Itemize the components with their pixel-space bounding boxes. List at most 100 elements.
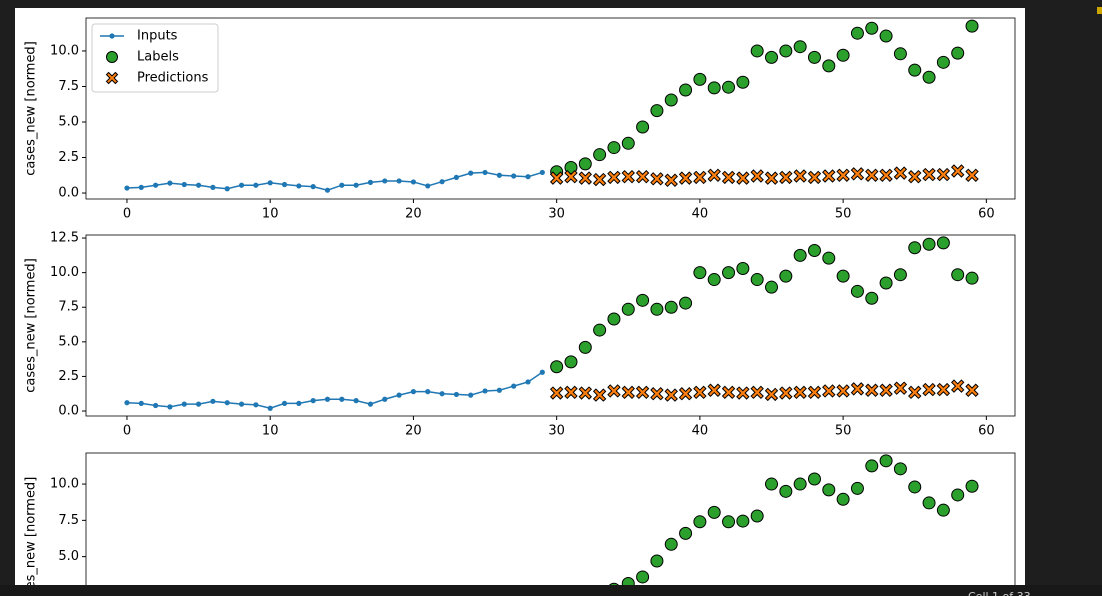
label-point xyxy=(836,492,850,506)
label-point xyxy=(736,514,750,528)
label-point xyxy=(779,269,793,283)
input-point xyxy=(267,405,273,411)
prediction-point xyxy=(850,382,865,396)
input-point xyxy=(138,400,144,407)
input-point xyxy=(525,379,531,385)
label-point xyxy=(879,276,893,290)
prediction-point xyxy=(721,170,736,185)
prediction-point xyxy=(564,169,578,184)
input-point xyxy=(281,400,288,407)
label-point xyxy=(850,26,864,40)
input-point xyxy=(238,182,245,188)
label-point xyxy=(578,157,592,171)
label-point xyxy=(765,477,779,491)
input-point xyxy=(296,400,302,407)
prediction-point xyxy=(635,169,650,184)
label-point xyxy=(693,72,707,86)
legend-marker xyxy=(109,33,115,39)
input-point xyxy=(195,401,202,407)
prediction-point xyxy=(678,171,693,185)
label-point xyxy=(951,268,965,282)
input-point xyxy=(482,388,488,394)
prediction-point xyxy=(707,383,721,397)
label-point xyxy=(650,554,664,568)
y-tick-label: 10.0 xyxy=(50,43,79,58)
label-point xyxy=(893,47,907,61)
legend-frame xyxy=(91,23,219,93)
status-text[interactable]: Cell 1 of 33 xyxy=(968,590,1031,596)
label-point xyxy=(750,44,764,58)
label-point xyxy=(908,63,922,77)
label-point xyxy=(736,75,750,89)
label-point xyxy=(564,355,578,369)
input-point xyxy=(353,182,359,188)
label-point xyxy=(722,515,736,529)
input-point xyxy=(181,401,187,407)
prediction-point xyxy=(750,169,764,183)
prediction-point xyxy=(607,170,621,185)
prediction-point xyxy=(664,388,678,402)
input-point xyxy=(253,402,259,408)
label-point xyxy=(793,248,807,262)
label-point xyxy=(750,509,764,523)
input-point xyxy=(525,174,531,180)
legend-marker xyxy=(105,71,119,85)
prediction-point xyxy=(764,387,779,402)
label-point xyxy=(693,266,707,280)
input-point xyxy=(153,402,159,409)
y-axis-label: cases_new [normed] xyxy=(24,41,39,176)
y-tick-label: 2.5 xyxy=(58,369,79,384)
input-point xyxy=(310,184,316,190)
prediction-point xyxy=(736,171,750,185)
label-point xyxy=(707,81,721,95)
input-point xyxy=(124,400,130,406)
prediction-point xyxy=(951,379,965,393)
input-point xyxy=(224,400,230,406)
label-point xyxy=(793,40,807,54)
label-point xyxy=(621,302,635,316)
prediction-point xyxy=(592,388,607,402)
label-point xyxy=(922,237,936,251)
label-point xyxy=(621,136,635,150)
y-tick-label: 5.0 xyxy=(58,334,79,349)
label-point xyxy=(951,488,965,502)
y-tick-label: 0.0 xyxy=(58,186,79,201)
label-point xyxy=(636,293,650,307)
prediction-point xyxy=(650,387,664,401)
label-point xyxy=(850,284,864,298)
legend-label: Inputs xyxy=(137,29,178,44)
prediction-point xyxy=(707,168,721,182)
prediction-point xyxy=(822,384,836,398)
input-point xyxy=(267,180,273,186)
label-point xyxy=(936,236,950,250)
y-axis-label: cases_new [normed] xyxy=(24,258,39,393)
x-tick-label: 30 xyxy=(548,424,565,439)
prediction-point xyxy=(922,167,936,182)
x-tick-label: 50 xyxy=(835,424,852,439)
x-tick-label: 20 xyxy=(405,207,422,222)
label-point xyxy=(679,526,693,540)
input-point xyxy=(167,404,173,410)
legend: Inputs Labels Predictions xyxy=(91,23,219,93)
label-point xyxy=(865,291,879,305)
prediction-point xyxy=(578,386,593,400)
prediction-point xyxy=(865,168,879,182)
label-point xyxy=(636,570,650,584)
legend-label: Labels xyxy=(137,50,179,65)
input-point xyxy=(410,389,417,395)
prediction-point xyxy=(965,383,979,397)
label-point xyxy=(593,148,607,162)
input-point xyxy=(511,173,517,179)
prediction-point xyxy=(936,167,951,182)
label-point xyxy=(850,481,864,495)
prediction-point xyxy=(750,385,764,400)
label-point xyxy=(836,48,850,62)
input-point xyxy=(210,398,216,404)
input-point xyxy=(324,396,331,402)
input-point xyxy=(439,391,445,397)
x-tick-label: 40 xyxy=(692,424,709,439)
label-point xyxy=(664,93,678,107)
label-point xyxy=(807,472,821,486)
label-point xyxy=(707,505,721,519)
